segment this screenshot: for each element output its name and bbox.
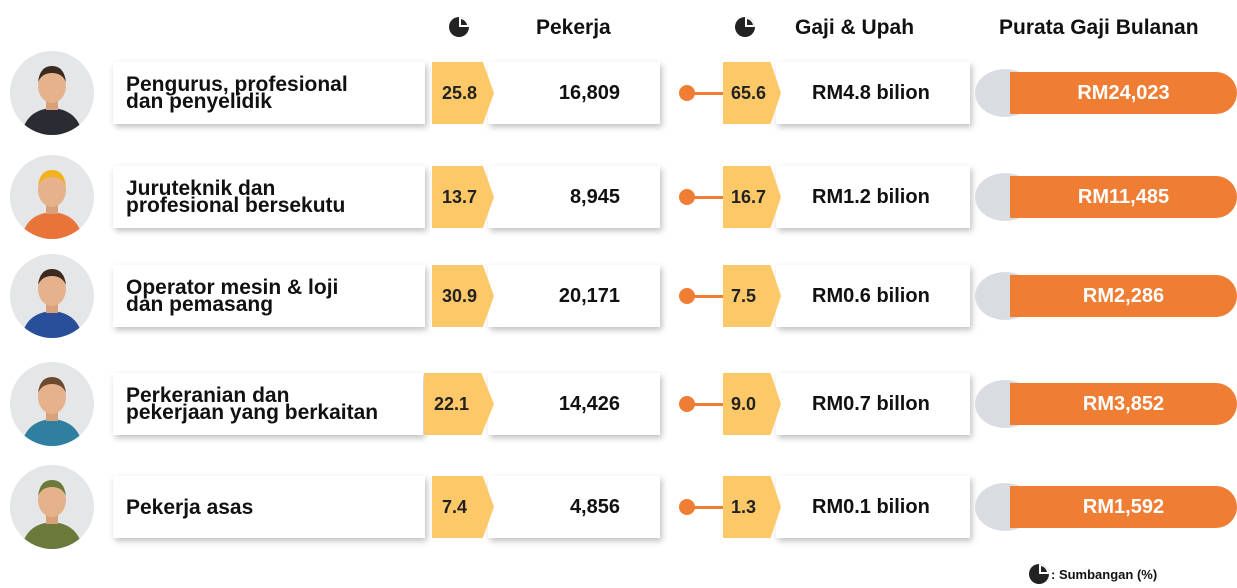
- connector-line: [690, 91, 726, 95]
- wage-share: 65.6: [723, 62, 781, 124]
- connector-dot: [679, 189, 695, 205]
- worker-share: 25.8: [432, 62, 494, 124]
- pie-icon: [735, 17, 755, 37]
- occupation-label: pekerjaan yang berkaitan: [126, 401, 379, 424]
- wage-share: 1.3: [723, 476, 781, 538]
- connector-line: [690, 505, 726, 509]
- avatar: [10, 362, 94, 446]
- occupation-label: profesional bersekutu: [126, 194, 346, 217]
- connector-dot: [679, 396, 695, 412]
- connector-line: [690, 195, 726, 199]
- avatar: [10, 254, 94, 338]
- legend: : Sumbangan (%): [1051, 567, 1158, 582]
- average-salary: RM1,592: [1010, 486, 1237, 528]
- worker-share: 30.9: [432, 265, 494, 327]
- average-salary: RM3,852: [1010, 383, 1237, 425]
- pie-icon: [449, 17, 469, 37]
- connector-dot: [679, 85, 695, 101]
- header-workers: Pekerja: [536, 16, 611, 39]
- wages-card: RM1.2 bilion: [776, 166, 970, 228]
- workers-card: 4,856: [488, 476, 660, 538]
- connector-dot: [679, 499, 695, 515]
- connector-line: [690, 402, 726, 406]
- wages-card: RM0.7 billon: [776, 373, 970, 435]
- occupation-label: Operator mesin & loji: [126, 276, 339, 299]
- workers-card: 20,171: [488, 265, 660, 327]
- average-salary: RM2,286: [1010, 275, 1237, 317]
- connector-line: [690, 294, 726, 298]
- occupation-label: Pengurus, profesional: [126, 73, 348, 96]
- occupation-card: Pekerja asas: [113, 476, 425, 538]
- occupation-card: Operator mesin & loji dan pemasang: [113, 265, 425, 327]
- connector-dot: [679, 288, 695, 304]
- wage-share: 7.5: [723, 265, 781, 327]
- workers-card: 16,809: [488, 62, 660, 124]
- average-salary: RM24,023: [1010, 72, 1237, 114]
- worker-share: 22.1: [424, 373, 494, 435]
- occupation-label: Juruteknik dan: [126, 177, 276, 200]
- worker-share: 13.7: [432, 166, 494, 228]
- occupation-label: dan penyelidik: [126, 90, 272, 113]
- avatar: [10, 155, 94, 239]
- workers-card: 8,945: [488, 166, 660, 228]
- workers-card: 14,426: [488, 373, 660, 435]
- avatar: [10, 465, 94, 549]
- occupation-label: Perkeranian dan: [126, 384, 290, 407]
- header-wages: Gaji & Upah: [795, 16, 915, 39]
- occupation-card: Pengurus, profesional dan penyelidik: [113, 62, 425, 124]
- header-average: Purata Gaji Bulanan: [999, 16, 1199, 39]
- occupation-card: Perkeranian dan pekerjaan yang berkaitan: [113, 373, 423, 435]
- wage-share: 16.7: [723, 166, 781, 228]
- average-salary: RM11,485: [1010, 176, 1237, 218]
- occupation-label: dan pemasang: [126, 293, 274, 316]
- wage-share: 9.0: [723, 373, 781, 435]
- wages-card: RM0.1 bilion: [776, 476, 970, 538]
- avatar: [10, 51, 94, 135]
- worker-share: 7.4: [432, 476, 494, 538]
- occupation-card: Juruteknik dan profesional bersekutu: [113, 166, 425, 228]
- wages-card: RM0.6 bilion: [776, 265, 970, 327]
- pie-icon: [1029, 564, 1049, 584]
- wages-card: RM4.8 bilion: [776, 62, 970, 124]
- occupation-label: Pekerja asas: [126, 495, 254, 519]
